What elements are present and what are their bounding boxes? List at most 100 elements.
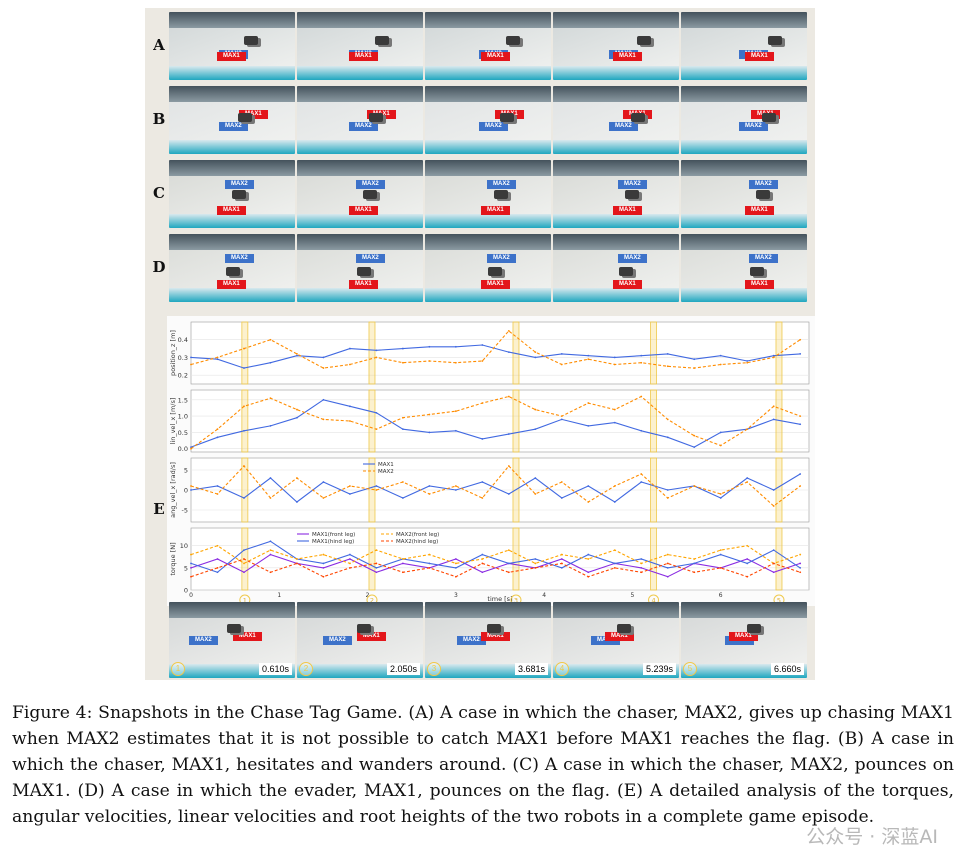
y-tick-label: 0.2: [178, 372, 188, 380]
arena-wall: [681, 12, 807, 28]
data-point: [216, 358, 219, 361]
max1-label: MAX1: [357, 632, 386, 641]
data-point: [534, 477, 537, 479]
data-point: [693, 358, 696, 361]
data-point: [349, 558, 351, 560]
data-point: [243, 562, 245, 565]
data-point: [746, 360, 749, 362]
robot: [637, 36, 651, 45]
y-tick-label: 0.4: [178, 336, 188, 344]
data-point: [296, 354, 298, 357]
event-snapshots: MAX2 MAX1 0.610s 1 MAX2 MAX1 2.050s 2 MAX2 MAX1 3.…: [167, 602, 815, 680]
data-point: [693, 562, 696, 565]
data-point: [269, 477, 272, 479]
data-point: [190, 566, 192, 569]
snapshot-photo: MAX2 MAX1: [425, 160, 551, 228]
arena-rail: [553, 214, 679, 228]
data-point: [772, 489, 775, 491]
arena-wall: [425, 602, 551, 618]
series-line: [190, 558, 801, 578]
data-point: [401, 558, 404, 560]
data-point: [507, 549, 510, 552]
data-point: [481, 497, 484, 499]
data-point: [454, 558, 457, 560]
data-point: [613, 501, 616, 503]
robot: [357, 267, 371, 276]
data-point: [349, 405, 351, 408]
max1-label: MAX1: [217, 280, 246, 289]
arena-wall: [169, 160, 295, 176]
robot: [488, 267, 502, 276]
event-band: [650, 389, 657, 453]
data-point: [640, 562, 643, 565]
max1-label: MAX1: [745, 280, 774, 289]
data-point: [190, 575, 192, 578]
data-point: [799, 423, 802, 426]
data-point: [375, 349, 378, 352]
arena-rail: [169, 288, 295, 302]
data-point: [322, 566, 325, 569]
max2-label: MAX2: [356, 180, 385, 189]
data-point: [772, 356, 775, 359]
y-tick-label: 1.0: [178, 413, 188, 421]
data-point: [693, 485, 696, 487]
x-tick-label: 0: [189, 592, 193, 599]
robot: [617, 624, 631, 633]
data-point: [428, 360, 431, 362]
data-point: [719, 354, 722, 357]
data-point: [454, 489, 457, 491]
series-line: [190, 344, 801, 369]
data-point: [560, 553, 563, 556]
snapshot-photo: MAX2 MAX1: [169, 234, 295, 302]
data-point: [666, 352, 669, 355]
data-point: [666, 489, 669, 491]
data-point: [401, 571, 404, 574]
event-band: [512, 389, 520, 453]
data-point: [799, 338, 802, 341]
max1-label: MAX1: [729, 632, 758, 641]
arena-wall: [425, 160, 551, 176]
data-point: [799, 562, 802, 565]
event-band: [650, 527, 657, 591]
robot: [487, 624, 501, 633]
data-point: [269, 553, 272, 556]
data-point: [666, 575, 669, 578]
arena-rail: [297, 214, 423, 228]
arena-rail: [425, 214, 551, 228]
data-point: [349, 347, 351, 350]
snapshot-photo: MAX2 MAX1: [297, 160, 423, 228]
legend-label: MAX1(hind leg): [312, 539, 354, 545]
data-point: [481, 481, 484, 483]
arena-wall: [297, 86, 423, 102]
arena-rail: [169, 214, 295, 228]
snapshot-photo: MAX2 MAX1: [425, 234, 551, 302]
series-line: [190, 399, 801, 448]
data-point: [587, 558, 590, 560]
y-tick-label: 10: [180, 542, 188, 550]
data-point: [375, 411, 378, 414]
snapshot-photo: MAX2 MAX1: [553, 160, 679, 228]
x-tick-label: 5: [631, 592, 635, 599]
data-point: [693, 571, 696, 574]
max2-label: MAX2: [323, 636, 352, 645]
data-point: [349, 562, 351, 565]
data-point: [772, 571, 775, 574]
data-point: [216, 356, 219, 359]
arena-wall: [425, 12, 551, 28]
max1-label: MAX1: [233, 632, 262, 641]
data-point: [560, 497, 563, 499]
data-point: [693, 446, 696, 449]
max2-label: MAX2: [749, 180, 778, 189]
data-point: [243, 465, 245, 467]
data-point: [401, 361, 404, 364]
snapshot-photo: MAX2 MAX1: [681, 234, 807, 302]
max2-label: MAX2: [479, 122, 508, 131]
event-band: [650, 321, 657, 385]
data-point: [454, 429, 457, 432]
robot: [506, 36, 520, 45]
plot-frame: [190, 321, 810, 385]
robot: [747, 624, 761, 633]
data-point: [666, 553, 669, 556]
data-point: [640, 566, 643, 569]
data-point: [640, 473, 643, 475]
